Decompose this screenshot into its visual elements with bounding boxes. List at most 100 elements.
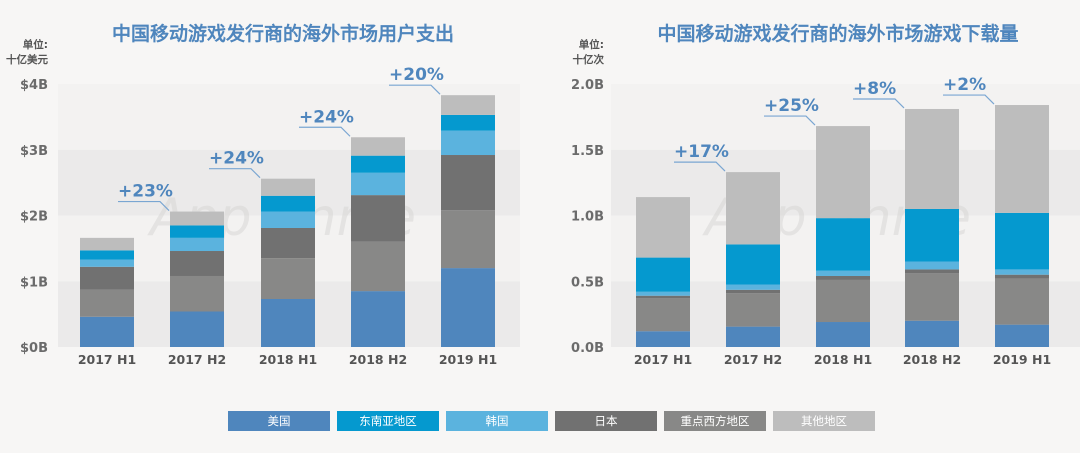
y-tick-label: $0B (20, 341, 48, 356)
bar-segment (351, 137, 405, 156)
bar-segment (726, 293, 780, 327)
bar-segment (441, 210, 495, 269)
bar-segment (170, 251, 224, 276)
unit-label: 十亿次 (573, 53, 605, 66)
y-tick-label: 1.0B (571, 210, 604, 225)
bar-segment (726, 284, 780, 290)
y-tick-label: $1B (20, 275, 48, 290)
bar-segment (351, 155, 405, 173)
bar-segment (905, 108, 959, 209)
bar-segment (170, 237, 224, 252)
unit-label: 单位: (23, 38, 48, 51)
bar-segment (261, 195, 315, 212)
bar-segment (261, 211, 315, 228)
annotation-leader-line (299, 126, 351, 137)
bar-segment (816, 218, 870, 271)
legend-swatch (555, 411, 657, 431)
bar-segment (441, 155, 495, 211)
y-tick-label: $4B (20, 78, 48, 93)
bar-segment (80, 259, 134, 267)
bar-segment (441, 95, 495, 115)
bar-segment (170, 311, 224, 347)
annotation-leader-line (674, 161, 726, 172)
x-tick-label: 2019 H1 (439, 352, 497, 367)
x-tick-label: 2017 H1 (78, 352, 136, 367)
annotation-leader-line (118, 200, 170, 211)
bar-segment (351, 241, 405, 292)
legend-swatch (664, 411, 766, 431)
y-tick-label: 1.5B (571, 144, 604, 159)
legend-label: 韩国 (486, 414, 509, 428)
legend-swatch (773, 411, 875, 431)
x-tick-label: 2018 H2 (903, 352, 961, 367)
growth-annotation: +2% (943, 75, 986, 95)
bar-segment (816, 275, 870, 280)
bar-segment (905, 208, 959, 262)
bar-segment (351, 291, 405, 347)
legend-swatch (337, 411, 439, 431)
bar-segment (995, 269, 1049, 275)
x-tick-label: 2019 H1 (993, 352, 1051, 367)
growth-annotation: +24% (299, 107, 354, 127)
bar-segment (816, 279, 870, 323)
chart-title: 中国移动游戏发行商的海外市场游戏下载量 (657, 22, 1018, 45)
legend-label: 日本 (595, 414, 618, 428)
bar-segment (905, 261, 959, 270)
bar-segment (726, 326, 780, 347)
bar-segment (261, 299, 315, 347)
annotation-leader-line (943, 94, 995, 105)
growth-annotation: +24% (209, 149, 264, 169)
bar-segment (261, 227, 315, 259)
bar-segment (636, 295, 690, 299)
bar-segment (905, 320, 959, 347)
legend-label: 东南亚地区 (359, 414, 417, 428)
legend-label: 其他地区 (801, 414, 847, 428)
bar-segment (905, 269, 959, 274)
bar-segment (80, 316, 134, 347)
bar-segment (995, 105, 1049, 213)
bar-segment (995, 324, 1049, 347)
x-tick-label: 2018 H1 (259, 352, 317, 367)
bar-segment (80, 237, 134, 251)
y-tick-label: 0.0B (571, 341, 604, 356)
bar-segment (441, 130, 495, 156)
bar-segment (726, 289, 780, 294)
legend-label: 重点西方地区 (681, 414, 750, 428)
legend: 美国 东南亚地区 韩国 日本 重点西方地区 其他地区 (228, 411, 875, 431)
x-tick-label: 2017 H2 (168, 352, 226, 367)
legend-swatch (446, 411, 548, 431)
growth-annotation: +8% (853, 79, 896, 99)
growth-annotation: +20% (389, 65, 444, 85)
legend-swatch (228, 411, 330, 431)
bar-segment (816, 126, 870, 219)
annotation-leader-line (764, 115, 816, 126)
bar-segment (80, 289, 134, 317)
y-tick-label: $2B (20, 210, 48, 225)
annotation-leader-line (853, 98, 905, 109)
growth-annotation: +25% (764, 96, 819, 116)
bar-segment (441, 114, 495, 131)
downloads-chart: 中国移动游戏发行商的海外市场游戏下载量 单位: 十亿次 0.0B 0.5B 1.0B… (571, 22, 1080, 367)
y-tick-label: $3B (20, 144, 48, 159)
spending-chart: 中国移动游戏发行商的海外市场用户支出 单位: 十亿美元 $0B $1B $2B $3B… (6, 22, 520, 367)
x-tick-label: 2018 H2 (349, 352, 407, 367)
bar-segment (816, 322, 870, 347)
bar-segment (80, 250, 134, 260)
unit-label: 单位: (579, 38, 604, 51)
bar-segment (351, 195, 405, 242)
bar-segment (170, 225, 224, 238)
bar-segment (995, 212, 1049, 270)
bar-segment (636, 331, 690, 347)
bar-segment (441, 268, 495, 347)
bar-segment (636, 197, 690, 258)
annotation-leader-line (209, 168, 261, 179)
bar-segment (261, 178, 315, 196)
bar-segment (80, 266, 134, 290)
bar-segment (170, 211, 224, 226)
bar-segment (261, 258, 315, 300)
legend-label: 美国 (268, 414, 291, 428)
bar-segment (726, 172, 780, 245)
bar-segment (995, 278, 1049, 325)
unit-label: 十亿美元 (6, 53, 48, 66)
